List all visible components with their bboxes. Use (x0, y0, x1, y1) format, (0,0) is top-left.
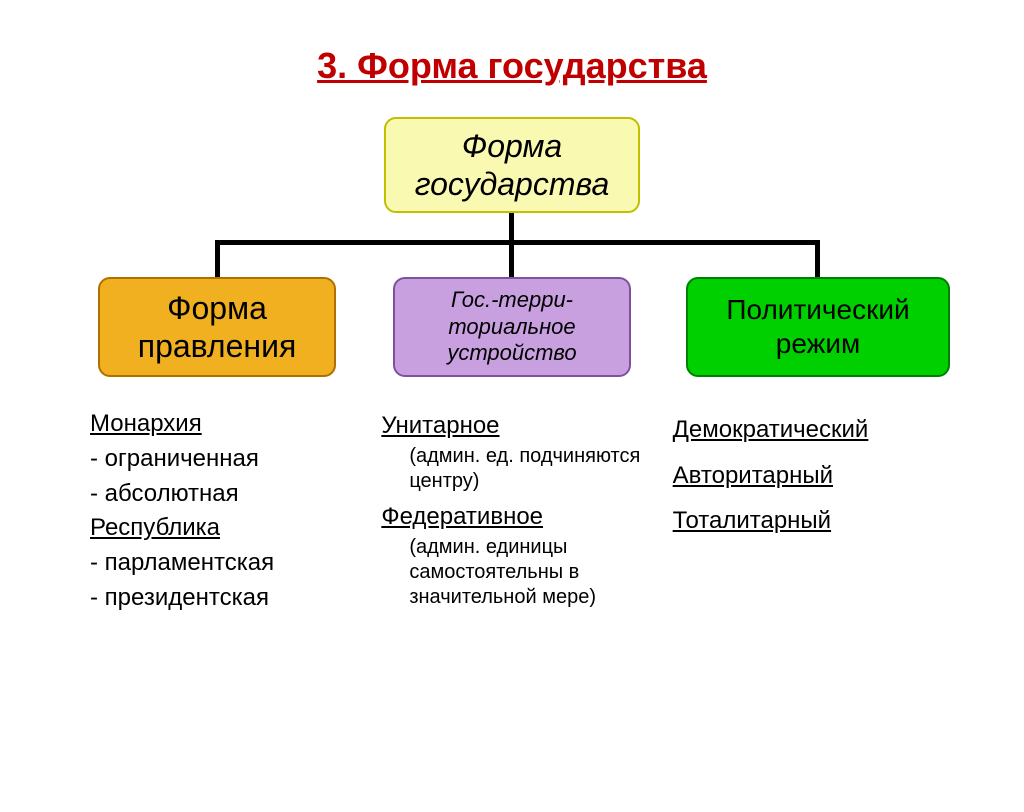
col2-note-2: (админ. единицы самостоятельны в значите… (381, 535, 642, 610)
col3-item-1: Демократический (673, 407, 934, 453)
col1-item-2: - абсолютная (90, 477, 351, 512)
node-root: Форма государства (384, 117, 640, 213)
details-col-3: Демократический Авторитарный Тоталитарны… (673, 407, 934, 616)
details-col-1: Монархия - ограниченная - абсолютная Рес… (90, 407, 351, 616)
node-child-2-label: Гос.-терри-ториальное устройство (395, 287, 629, 366)
col1-item-1: - ограниченная (90, 442, 351, 477)
col2-heading-2: Федеративное (381, 500, 642, 535)
col1-heading-2: Республика (90, 511, 351, 546)
col1-heading-1: Монархия (90, 407, 351, 442)
conn-c2 (509, 240, 514, 277)
node-child-3-label: Политический режим (688, 293, 948, 360)
conn-c3 (815, 240, 820, 277)
node-child-1: Форма правления (98, 277, 336, 377)
hierarchy-diagram: Форма государства Форма правления Гос.-т… (0, 117, 1024, 397)
conn-c1 (215, 240, 220, 277)
col2-note-1: (админ. ед. подчиняются центру) (381, 444, 642, 494)
details-col-2: Унитарное (админ. ед. подчиняются центру… (381, 407, 642, 616)
col1-item-4: - президентская (90, 581, 351, 616)
conn-root-down (509, 213, 514, 243)
node-child-3: Политический режим (686, 277, 950, 377)
col3-item-2: Авторитарный (673, 453, 934, 499)
col3-item-3: Тоталитарный (673, 498, 934, 544)
node-child-2: Гос.-терри-ториальное устройство (393, 277, 631, 377)
node-root-label: Форма государства (386, 127, 638, 204)
page-title: 3. Форма государства (0, 45, 1024, 87)
node-child-1-label: Форма правления (100, 289, 334, 366)
col1-item-3: - парламентская (90, 546, 351, 581)
conn-horizontal (215, 240, 820, 245)
col2-heading-1: Унитарное (381, 409, 642, 444)
details-row: Монархия - ограниченная - абсолютная Рес… (0, 407, 1024, 616)
